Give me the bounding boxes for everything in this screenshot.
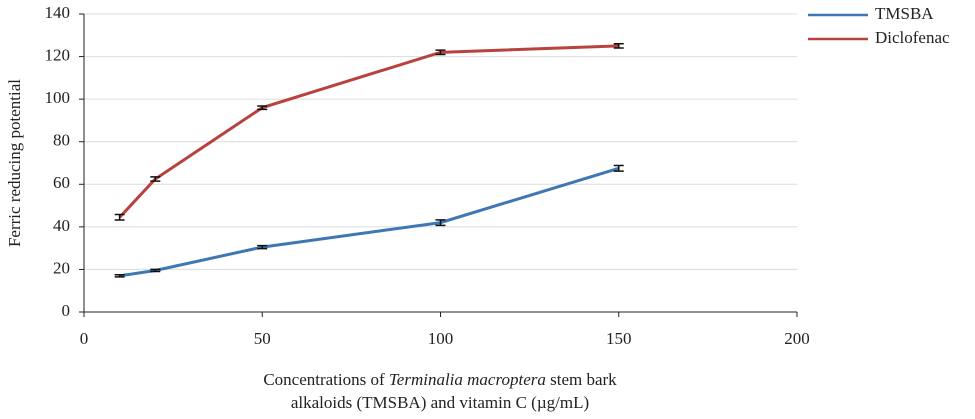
error-bar (257, 244, 268, 250)
x-axis-label: Concentrations of Terminalia macroptera … (263, 370, 617, 389)
error-bar (435, 219, 446, 227)
y-tick-label: 80 (53, 131, 70, 150)
y-tick-label: 60 (53, 173, 70, 192)
legend-label: Diclofenac (875, 28, 950, 47)
error-bar (435, 49, 446, 56)
y-tick-label: 40 (53, 216, 70, 235)
x-label-part: Concentrations of (263, 370, 389, 389)
x-tick-label: 0 (80, 329, 89, 348)
error-bar (114, 274, 125, 278)
error-bar (150, 176, 161, 182)
x-label-part: stem bark (546, 370, 617, 389)
x-tick-label: 50 (254, 329, 271, 348)
error-bar (114, 213, 125, 221)
x-tick-label: 200 (784, 329, 810, 348)
error-bar (257, 105, 268, 111)
legend-label: TMSBA (875, 4, 934, 23)
error-bar (150, 268, 161, 273)
y-tick-label: 140 (45, 3, 71, 22)
y-axis-label: Ferric reducing potential (5, 79, 24, 247)
error-bar (613, 164, 624, 172)
x-axis-label: alkaloids (TMSBA) and vitamin C (µg/mL) (291, 393, 589, 412)
x-tick-label: 100 (428, 329, 454, 348)
y-tick-label: 20 (53, 258, 70, 277)
y-tick-label: 0 (62, 301, 71, 320)
x-label-part: Terminalia macroptera (389, 370, 546, 389)
error-bar (613, 43, 624, 49)
x-tick-label: 150 (606, 329, 632, 348)
y-tick-label: 100 (45, 88, 71, 107)
y-tick-label: 120 (45, 45, 71, 64)
